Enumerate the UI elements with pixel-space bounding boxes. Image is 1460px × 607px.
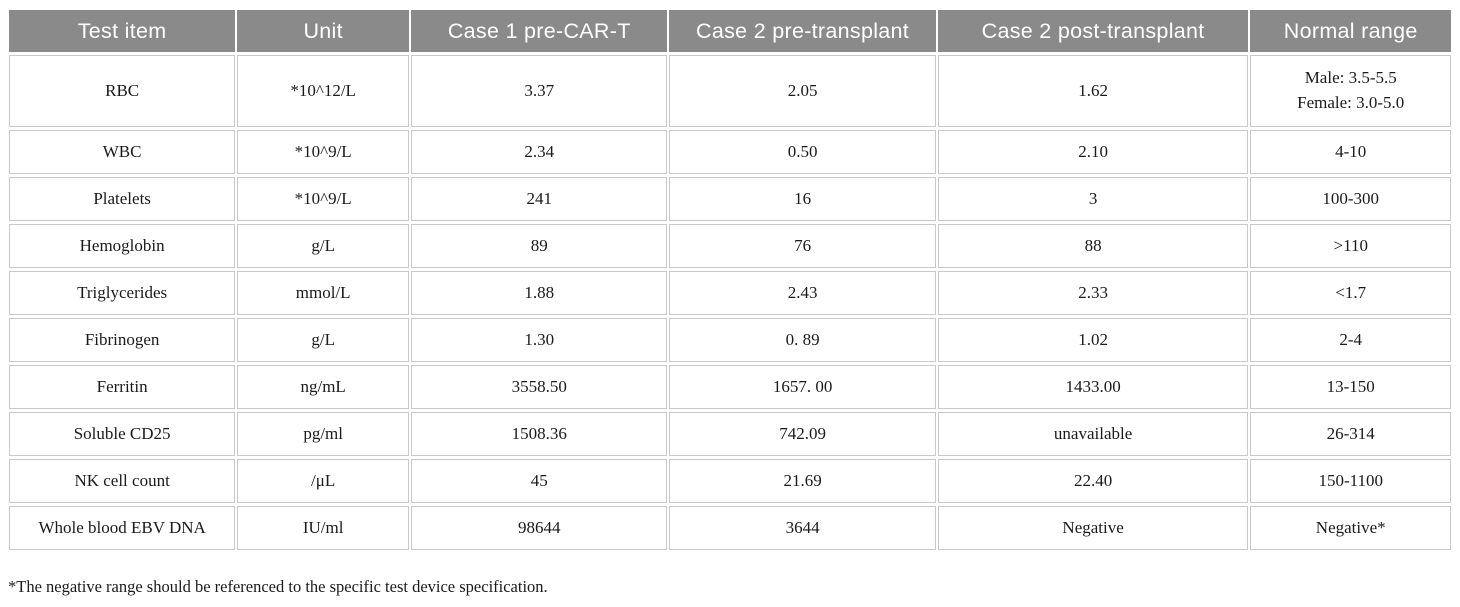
table-cell: 4-10 [1250, 130, 1451, 174]
table-cell: 2.34 [411, 130, 668, 174]
table-cell: 1657. 00 [669, 365, 936, 409]
table-row: Whole blood EBV DNA IU/ml 98644 3644 Negativ… [9, 506, 1451, 550]
table-cell: 2.05 [669, 55, 936, 127]
table-cell: Negative [937, 506, 1249, 550]
table-footnote: *The negative range should be referenced… [8, 577, 548, 596]
table-cell: 2.10 [937, 130, 1249, 174]
lab-results-table: Test item Unit Case 1 pre-CAR-T Case 2 pre-… [7, 7, 1453, 553]
column-header-6: Normal range [1250, 10, 1451, 52]
table-cell: *10^9/L [237, 177, 410, 221]
table-cell: ng/mL [237, 365, 410, 409]
column-header-2: Unit [237, 10, 410, 52]
table-cell: 2.43 [669, 271, 936, 315]
table-cell: 100-300 [1250, 177, 1451, 221]
table-cell: 1.30 [411, 318, 668, 362]
table-cell: 3.37 [411, 55, 668, 127]
table-cell: Male: 3.5-5.5 Female: 3.0-5.0 [1250, 55, 1451, 127]
table-cell: 0.50 [669, 130, 936, 174]
table-cell: 2.33 [937, 271, 1249, 315]
table-cell: 98644 [411, 506, 668, 550]
table-cell: >110 [1250, 224, 1451, 268]
table-row: Hemoglobin g/L 89 76 88 >110 [9, 224, 1451, 268]
table-cell: 2-4 [1250, 318, 1451, 362]
table-cell: 1433.00 [937, 365, 1249, 409]
table-cell: Negative* [1250, 506, 1451, 550]
table-cell: NK cell count [9, 459, 236, 503]
table-cell: 76 [669, 224, 936, 268]
table-cell: Hemoglobin [9, 224, 236, 268]
table-cell: 1.62 [937, 55, 1249, 127]
table-cell: Whole blood EBV DNA [9, 506, 236, 550]
table-cell: *10^9/L [237, 130, 410, 174]
table-cell: Fibrinogen [9, 318, 236, 362]
table-row: Platelets *10^9/L 241 16 3 100-300 [9, 177, 1451, 221]
table-header-row: Test item Unit Case 1 pre-CAR-T Case 2 pre-… [9, 10, 1451, 52]
table-cell: 22.40 [937, 459, 1249, 503]
table-cell: g/L [237, 224, 410, 268]
table-cell: 241 [411, 177, 668, 221]
table-cell: 16 [669, 177, 936, 221]
table-cell: 1508.36 [411, 412, 668, 456]
table-row: Soluble CD25 pg/ml 1508.36 742.09 unavailabl… [9, 412, 1451, 456]
table-cell: pg/ml [237, 412, 410, 456]
table-cell: 45 [411, 459, 668, 503]
table-row: Ferritin ng/mL 3558.50 1657. 00 1433.00 13-15… [9, 365, 1451, 409]
table-cell: 150-1100 [1250, 459, 1451, 503]
table-cell: Ferritin [9, 365, 236, 409]
table-row: WBC *10^9/L 2.34 0.50 2.10 4-10 [9, 130, 1451, 174]
column-header-3: Case 1 pre-CAR-T [411, 10, 668, 52]
table-cell: 26-314 [1250, 412, 1451, 456]
table-row: Triglycerides mmol/L 1.88 2.43 2.33 <1.7 [9, 271, 1451, 315]
table-cell: /μL [237, 459, 410, 503]
table-cell: 21.69 [669, 459, 936, 503]
table-cell: 3 [937, 177, 1249, 221]
column-header-1: Test item [9, 10, 236, 52]
table-row: Fibrinogen g/L 1.30 0. 89 1.02 2-4 [9, 318, 1451, 362]
table-cell: unavailable [937, 412, 1249, 456]
table-cell: RBC [9, 55, 236, 127]
column-header-5: Case 2 post-transplant [937, 10, 1249, 52]
table-cell: Soluble CD25 [9, 412, 236, 456]
table-cell: 1.02 [937, 318, 1249, 362]
table-cell: WBC [9, 130, 236, 174]
table-cell: Triglycerides [9, 271, 236, 315]
table-row: RBC *10^12/L 3.37 2.05 1.62 Male: 3.5-5.5 Fem… [9, 55, 1451, 127]
table-cell: mmol/L [237, 271, 410, 315]
column-header-4: Case 2 pre-transplant [669, 10, 936, 52]
table-row: NK cell count/μL 45 21.69 22.40 150-1100 [9, 459, 1451, 503]
table-cell: 1.88 [411, 271, 668, 315]
table-cell: 3558.50 [411, 365, 668, 409]
table-cell: IU/ml [237, 506, 410, 550]
table-cell: 13-150 [1250, 365, 1451, 409]
table-cell: 88 [937, 224, 1249, 268]
table-cell: 3644 [669, 506, 936, 550]
table-cell: 0. 89 [669, 318, 936, 362]
table-cell: 89 [411, 224, 668, 268]
table-cell: <1.7 [1250, 271, 1451, 315]
table-cell: g/L [237, 318, 410, 362]
table-cell: 742.09 [669, 412, 936, 456]
table-cell: Platelets [9, 177, 236, 221]
table-cell: *10^12/L [237, 55, 410, 127]
